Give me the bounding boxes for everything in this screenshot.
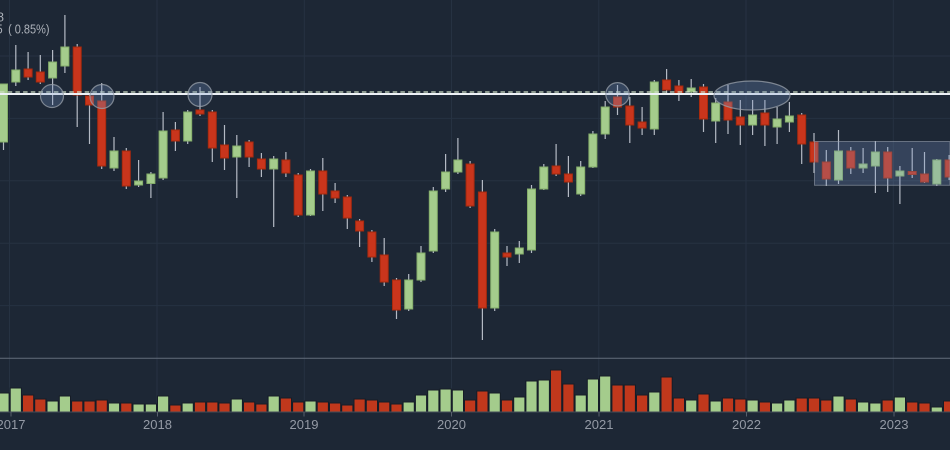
svg-text:2021: 2021 xyxy=(585,417,614,432)
svg-text:8: 8 xyxy=(0,11,4,25)
svg-text:2023: 2023 xyxy=(880,417,909,432)
svg-text:2017: 2017 xyxy=(0,417,25,432)
svg-text:2019: 2019 xyxy=(290,417,319,432)
svg-text:2018: 2018 xyxy=(143,417,172,432)
svg-text:2020: 2020 xyxy=(437,417,466,432)
svg-text:5 ( 0.85%): 5 ( 0.85%) xyxy=(0,23,50,37)
svg-text:2022: 2022 xyxy=(732,417,761,432)
